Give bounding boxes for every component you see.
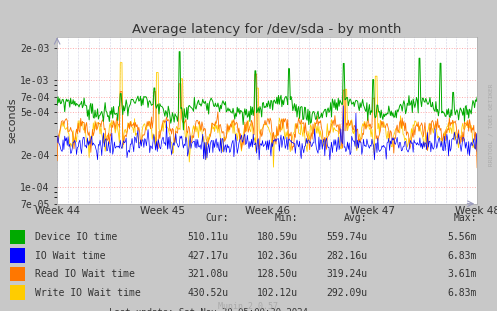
Text: 6.83m: 6.83m	[448, 251, 477, 261]
Text: Read IO Wait time: Read IO Wait time	[35, 269, 135, 279]
Bar	[10, 230, 25, 244]
Text: Last update: Sat Nov 30 05:00:30 2024: Last update: Sat Nov 30 05:00:30 2024	[109, 308, 308, 311]
Text: IO Wait time: IO Wait time	[35, 251, 105, 261]
Bar	[10, 267, 25, 281]
Text: 427.17u: 427.17u	[187, 251, 229, 261]
Text: Munin 2.0.57: Munin 2.0.57	[219, 302, 278, 311]
Text: Max:: Max:	[454, 213, 477, 223]
Text: 180.59u: 180.59u	[257, 232, 298, 242]
Text: 102.36u: 102.36u	[257, 251, 298, 261]
Text: 510.11u: 510.11u	[187, 232, 229, 242]
Text: 292.09u: 292.09u	[327, 288, 368, 298]
Text: Write IO Wait time: Write IO Wait time	[35, 288, 141, 298]
Y-axis label: seconds: seconds	[7, 98, 17, 143]
Text: Avg:: Avg:	[344, 213, 368, 223]
Text: 430.52u: 430.52u	[187, 288, 229, 298]
Text: Device IO time: Device IO time	[35, 232, 117, 242]
Text: Cur:: Cur:	[205, 213, 229, 223]
Text: 128.50u: 128.50u	[257, 269, 298, 279]
Bar	[10, 248, 25, 263]
Text: Min:: Min:	[275, 213, 298, 223]
Text: 3.61m: 3.61m	[448, 269, 477, 279]
Text: 319.24u: 319.24u	[327, 269, 368, 279]
Bar	[10, 285, 25, 300]
Text: 559.74u: 559.74u	[327, 232, 368, 242]
Title: Average latency for /dev/sda - by month: Average latency for /dev/sda - by month	[132, 23, 402, 36]
Text: 6.83m: 6.83m	[448, 288, 477, 298]
Text: RRDTOOL / TOBI OETIKER: RRDTOOL / TOBI OETIKER	[488, 83, 493, 166]
Text: 282.16u: 282.16u	[327, 251, 368, 261]
Text: 102.12u: 102.12u	[257, 288, 298, 298]
Text: 5.56m: 5.56m	[448, 232, 477, 242]
Text: 321.08u: 321.08u	[187, 269, 229, 279]
